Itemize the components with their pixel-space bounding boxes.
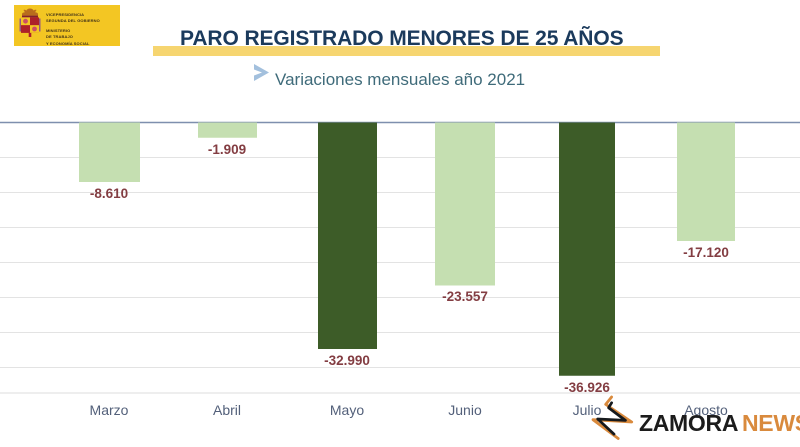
svg-text:Mayo: Mayo: [330, 402, 364, 418]
svg-text:-1.909: -1.909: [208, 142, 246, 157]
svg-text:-32.990: -32.990: [324, 353, 370, 368]
svg-text:-17.120: -17.120: [683, 245, 729, 260]
svg-text:Marzo: Marzo: [90, 402, 129, 418]
svg-text:NEWS: NEWS: [742, 410, 800, 436]
svg-text:-36.926: -36.926: [564, 380, 610, 395]
svg-text:Junio: Junio: [448, 402, 482, 418]
svg-text:ZAMORA: ZAMORA: [639, 410, 738, 436]
svg-text:-23.557: -23.557: [442, 289, 488, 304]
svg-text:Abril: Abril: [213, 402, 241, 418]
svg-text:-8.610: -8.610: [90, 186, 128, 201]
